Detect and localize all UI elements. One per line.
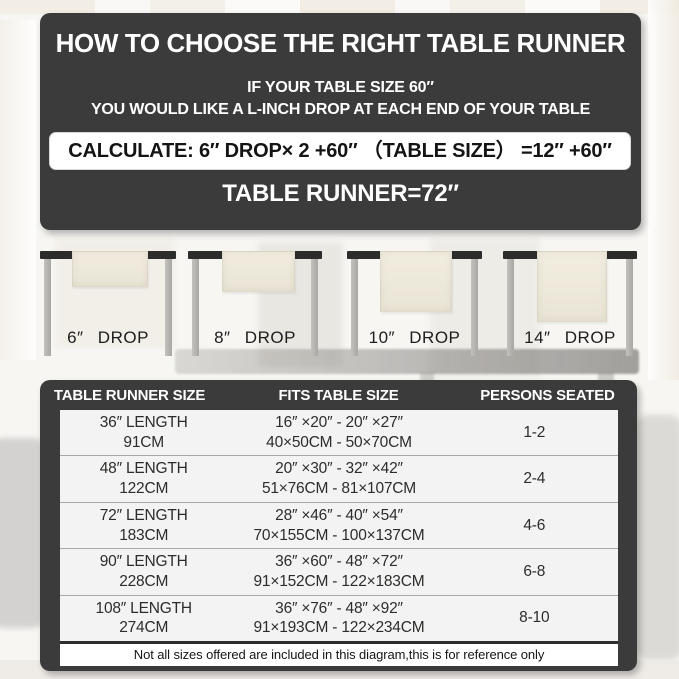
runner-size-cell: 72″ LENGTH 183CM xyxy=(60,506,227,546)
footnote: Not all sizes offered are included in th… xyxy=(60,641,618,666)
fits-table-cell: 20″ ×30″ - 32″ ×42″ 51×76CM - 81×107CM xyxy=(227,459,450,499)
fits-table-cell: 16″ ×20″ - 20″ ×27″ 40×50CM - 50×70CM xyxy=(227,413,450,453)
drop-label: 10″ DROP xyxy=(368,328,461,347)
drop-diagram-table-14in: 14″ DROP xyxy=(503,251,637,361)
persons-seated-cell: 4-6 xyxy=(523,516,546,534)
runner-size-cm: 91CM xyxy=(123,433,164,451)
fits-size-cm: 70×155CM - 100×137CM xyxy=(253,526,425,544)
table-row: 36″ LENGTH 91CM 16″ ×20″ - 20″ ×27″ 40×5… xyxy=(60,410,618,457)
table-row: 90″ LENGTH 228CM 36″ ×60″ - 48″ ×72″ 91×… xyxy=(60,549,618,596)
size-table-rows: 36″ LENGTH 91CM 16″ ×20″ - 20″ ×27″ 40×5… xyxy=(60,410,618,641)
drop-diagram-table-8in: 8″ DROP xyxy=(188,251,322,361)
fits-table-cell: 36″ ×76″ - 48″ ×92″ 91×193CM - 122×234CM xyxy=(227,599,450,639)
runner-size-cell: 36″ LENGTH 91CM xyxy=(60,413,227,453)
column-header-runner-size: TABLE RUNNER SIZE xyxy=(53,387,206,404)
table-leg xyxy=(44,259,51,356)
calculation-result: TABLE RUNNER=72″ xyxy=(222,180,459,207)
runner-size-inches: 36″ LENGTH xyxy=(99,413,188,431)
fits-size-inches: 36″ ×76″ - 48″ ×92″ xyxy=(275,599,403,617)
column-header-fits-table: FITS TABLE SIZE xyxy=(278,387,399,404)
runner-size-cm: 228CM xyxy=(119,572,169,590)
background-left-wall xyxy=(0,20,36,360)
background-wall-tiles xyxy=(0,0,679,14)
size-table-body: 36″ LENGTH 91CM 16″ ×20″ - 20″ ×27″ 40×5… xyxy=(60,410,618,666)
runner-size-cm: 122CM xyxy=(119,480,169,498)
fits-size-inches: 36″ ×60″ - 48″ ×72″ xyxy=(275,553,403,571)
table-row: 108″ LENGTH 274CM 36″ ×76″ - 48″ ×92″ 91… xyxy=(60,596,618,641)
fits-table-cell: 36″ ×60″ - 48″ ×72″ 91×152CM - 122×183CM xyxy=(227,552,450,592)
fits-table-cell: 28″ ×46″ - 40″ ×54″ 70×155CM - 100×137CM xyxy=(227,506,450,546)
runner-size-inches: 72″ LENGTH xyxy=(99,506,188,524)
size-table-panel: TABLE RUNNER SIZE FITS TABLE SIZE PERSON… xyxy=(40,380,637,671)
fits-size-cm: 91×193CM - 122×234CM xyxy=(253,619,425,637)
runner-size-cm: 183CM xyxy=(119,526,169,544)
page-title: HOW TO CHOOSE THE RIGHT TABLE RUNNER xyxy=(55,28,626,58)
table-row: 48″ LENGTH 122CM 20″ ×30″ - 32″ ×42″ 51×… xyxy=(60,456,618,503)
runner-size-cm: 274CM xyxy=(119,619,169,637)
table-row: 72″ LENGTH 183CM 28″ ×46″ - 40″ ×54″ 70×… xyxy=(60,503,618,550)
runner-size-inches: 108″ LENGTH xyxy=(95,599,193,617)
persons-seated-cell: 2-4 xyxy=(523,470,546,488)
table-leg xyxy=(351,259,358,356)
size-table-header-row: TABLE RUNNER SIZE FITS TABLE SIZE PERSON… xyxy=(40,387,637,404)
table-leg xyxy=(626,259,633,356)
background-chair-silhouette xyxy=(636,415,679,660)
fits-size-cm: 40×50CM - 50×70CM xyxy=(266,433,412,451)
column-header-persons: PERSONS SEATED xyxy=(480,387,615,404)
drop-label: 8″ DROP xyxy=(214,328,296,347)
fits-size-inches: 28″ ×46″ - 40″ ×54″ xyxy=(275,506,403,524)
subtitle-drop-note: YOU WOULD LIKE A L-INCH DROP AT EACH END… xyxy=(90,101,591,118)
persons-seated-cell: 1-2 xyxy=(523,423,546,441)
drop-label: 6″ DROP xyxy=(67,328,149,347)
background-stool-silhouette xyxy=(0,438,44,628)
calculation-formula-bar: CALCULATE: 6″ DROP× 2 +60″ （TABLE SIZE） … xyxy=(49,132,631,170)
persons-seated-cell: 8-10 xyxy=(519,609,550,627)
fits-size-inches: 16″ ×20″ - 20″ ×27″ xyxy=(275,413,403,431)
drop-diagram-table-6in: 6″ DROP xyxy=(40,251,176,361)
drop-diagram-table-10in: 10″ DROP xyxy=(347,251,482,361)
fits-size-cm: 91×152CM - 122×183CM xyxy=(253,572,425,590)
runner-size-cell: 48″ LENGTH 122CM xyxy=(60,459,227,499)
runner-size-inches: 90″ LENGTH xyxy=(99,553,188,571)
runner-size-inches: 48″ LENGTH xyxy=(99,460,188,478)
fits-size-inches: 20″ ×30″ - 32″ ×42″ xyxy=(275,460,403,478)
table-runner-drape xyxy=(380,251,452,312)
table-runner-drape xyxy=(72,251,148,287)
table-leg xyxy=(192,259,199,356)
table-runner-drape xyxy=(537,251,607,322)
header-panel: HOW TO CHOOSE THE RIGHT TABLE RUNNER IF … xyxy=(40,13,641,230)
background-right-wall xyxy=(648,0,679,380)
subtitle-table-size: IF YOUR TABLE SIZE 60″ xyxy=(247,79,434,96)
drop-label: 14″ DROP xyxy=(524,328,616,347)
fits-size-cm: 51×76CM - 81×107CM xyxy=(261,480,417,498)
runner-size-cell: 90″ LENGTH 228CM xyxy=(60,552,227,592)
persons-seated-cell: 6-8 xyxy=(523,563,546,580)
runner-size-cell: 108″ LENGTH 274CM xyxy=(60,599,227,639)
table-runner-drape xyxy=(222,251,295,292)
